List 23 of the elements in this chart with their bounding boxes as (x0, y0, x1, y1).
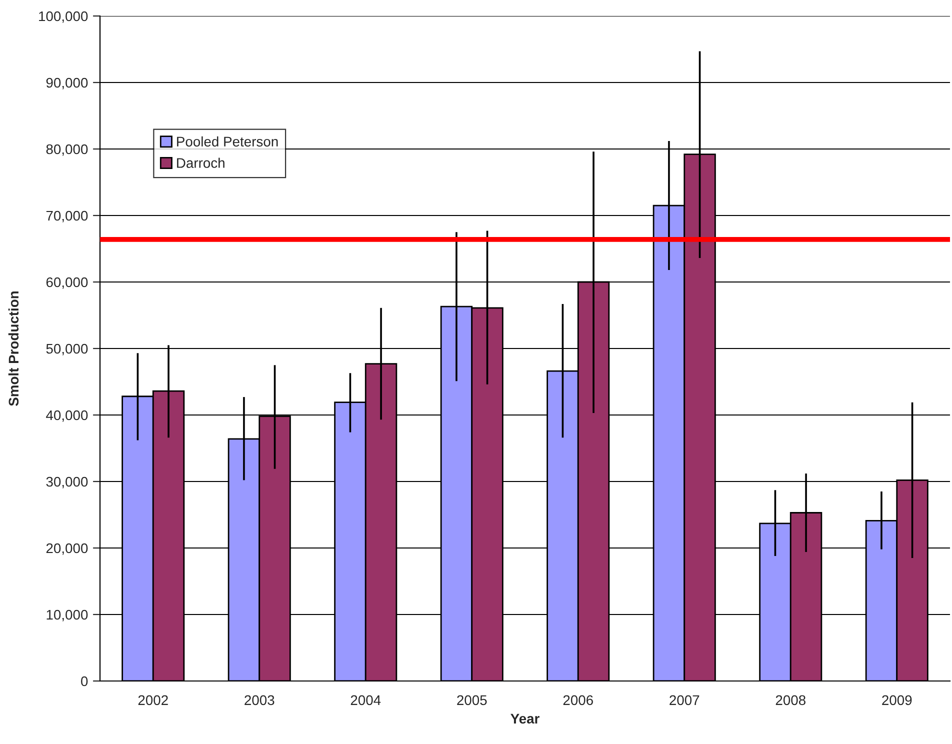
y-tick-label: 10,000 (46, 610, 88, 622)
x-tick-label: 2004 (350, 695, 381, 706)
y-tick-label: 80,000 (46, 144, 88, 156)
y-tick-label: 100,000 (39, 11, 88, 23)
y-axis-title: Smolt Production (8, 291, 19, 406)
legend-label: Darroch (177, 158, 224, 168)
legend-label: Pooled Peterson (177, 136, 278, 147)
y-tick-label: 60,000 (46, 277, 88, 289)
x-tick-label: 2007 (670, 695, 700, 706)
x-tick-label: 2008 (776, 695, 806, 706)
y-tick-label: 50,000 (46, 344, 88, 356)
y-tick-label: 0 (81, 676, 88, 686)
x-axis-title: Year (510, 714, 540, 724)
x-tick-label: 2009 (882, 695, 912, 706)
x-tick-label: 2006 (563, 695, 593, 706)
y-tick-label: 40,000 (46, 410, 88, 422)
y-tick-label: 30,000 (46, 476, 88, 488)
x-tick-label: 2002 (138, 695, 168, 706)
y-tick-label: 20,000 (46, 543, 88, 555)
y-tick-label: 90,000 (46, 78, 88, 90)
x-tick-label: 2005 (457, 695, 487, 706)
y-tick-label: 70,000 (46, 210, 88, 222)
x-tick-label: 2003 (244, 695, 274, 706)
